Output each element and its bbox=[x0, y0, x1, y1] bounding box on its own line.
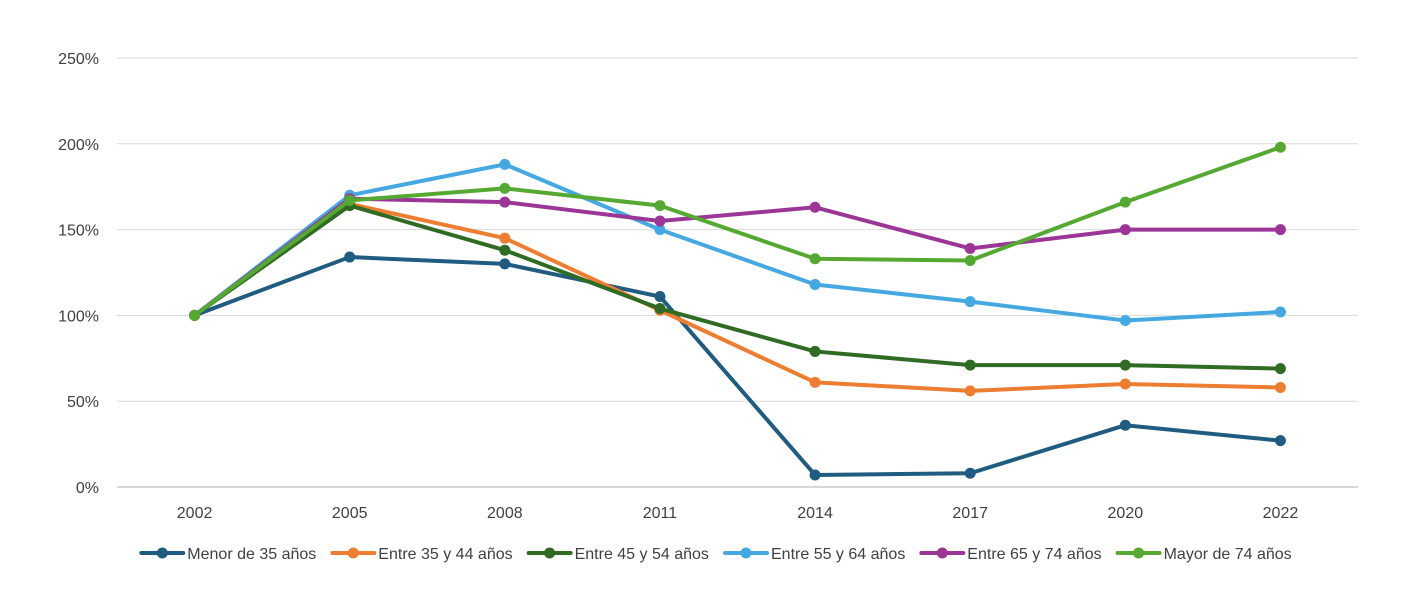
data-point bbox=[344, 194, 356, 206]
data-point bbox=[1119, 359, 1131, 371]
legend-marker bbox=[347, 547, 359, 559]
data-point bbox=[809, 469, 821, 481]
legend-item: Entre 35 y 44 años bbox=[330, 546, 513, 563]
data-point bbox=[964, 296, 976, 308]
data-point bbox=[654, 224, 666, 236]
data-point bbox=[499, 158, 511, 170]
x-tick-label: 2020 bbox=[1108, 505, 1144, 522]
data-point bbox=[809, 345, 821, 357]
data-point bbox=[1119, 224, 1131, 236]
y-tick-label: 50% bbox=[67, 394, 99, 411]
data-point bbox=[1119, 419, 1131, 431]
data-point bbox=[809, 279, 821, 291]
data-point bbox=[499, 182, 511, 194]
data-point bbox=[1119, 378, 1131, 390]
data-point bbox=[499, 244, 511, 256]
x-tick-label: 2011 bbox=[643, 505, 678, 522]
data-point bbox=[1119, 196, 1131, 208]
legend-marker bbox=[544, 547, 556, 559]
data-point bbox=[809, 201, 821, 213]
data-point bbox=[964, 467, 976, 479]
series-lines bbox=[189, 141, 1286, 481]
series-line bbox=[192, 145, 1283, 318]
data-point bbox=[654, 200, 666, 212]
series-line bbox=[192, 255, 1283, 477]
y-tick-label: 100% bbox=[58, 308, 99, 325]
x-axis-tick-labels: 2002 2005 2008 2011 2014 2017 2020 2022 bbox=[177, 505, 1299, 522]
data-point bbox=[654, 291, 666, 303]
legend-marker bbox=[156, 547, 168, 559]
data-point bbox=[1274, 435, 1286, 447]
series-line bbox=[192, 203, 1283, 371]
legend-label: Entre 35 y 44 años bbox=[378, 546, 512, 563]
y-tick-label: 0% bbox=[76, 480, 99, 497]
data-point bbox=[809, 376, 821, 388]
legend-marker bbox=[1133, 547, 1145, 559]
legend-marker bbox=[936, 547, 948, 559]
data-point bbox=[1274, 141, 1286, 153]
data-point bbox=[809, 253, 821, 265]
legend-label: Entre 55 y 64 años bbox=[771, 546, 905, 563]
y-tick-label: 250% bbox=[58, 51, 99, 68]
data-point bbox=[1274, 381, 1286, 393]
legend-marker bbox=[740, 547, 752, 559]
y-tick-label: 150% bbox=[58, 223, 99, 240]
x-tick-label: 2002 bbox=[177, 505, 213, 522]
series-1 bbox=[189, 251, 1286, 481]
data-point bbox=[344, 251, 356, 263]
data-point bbox=[189, 309, 201, 321]
series-line bbox=[192, 201, 1283, 393]
legend: Menor de 35 años Entre 35 y 44 años Entre … bbox=[139, 546, 1292, 563]
data-point bbox=[499, 258, 511, 270]
legend-item: Entre 55 y 64 años bbox=[723, 546, 905, 563]
y-axis-tick-labels: 0% 50% 100% 150% 200% 250% bbox=[58, 51, 99, 497]
series-6 bbox=[189, 141, 1286, 321]
x-tick-label: 2005 bbox=[332, 505, 368, 522]
x-tick-label: 2022 bbox=[1263, 505, 1299, 522]
legend-item: Entre 45 y 54 años bbox=[526, 546, 709, 563]
gridlines bbox=[117, 57, 1358, 402]
legend-label: Menor de 35 años bbox=[187, 546, 316, 563]
x-tick-label: 2008 bbox=[487, 505, 523, 522]
legend-label: Mayor de 74 años bbox=[1164, 546, 1292, 563]
legend-item: Mayor de 74 años bbox=[1115, 546, 1292, 563]
series-line bbox=[192, 162, 1283, 323]
data-point bbox=[1119, 315, 1131, 327]
data-point bbox=[964, 359, 976, 371]
data-point bbox=[1274, 363, 1286, 375]
data-point bbox=[654, 215, 666, 227]
data-point bbox=[499, 232, 511, 244]
legend-label: Entre 65 y 74 años bbox=[967, 546, 1101, 563]
y-tick-label: 200% bbox=[58, 137, 99, 154]
data-point bbox=[654, 303, 666, 315]
data-point bbox=[964, 385, 976, 397]
data-point bbox=[964, 242, 976, 254]
legend-item: Entre 65 y 74 años bbox=[919, 546, 1102, 563]
x-tick-label: 2014 bbox=[797, 505, 833, 522]
data-point bbox=[499, 196, 511, 208]
data-point bbox=[1274, 306, 1286, 318]
data-point bbox=[1274, 224, 1286, 236]
legend-label: Entre 45 y 54 años bbox=[575, 546, 709, 563]
series-4 bbox=[189, 158, 1286, 327]
legend-item: Menor de 35 años bbox=[139, 546, 316, 563]
data-point bbox=[964, 254, 976, 266]
x-tick-label: 2017 bbox=[952, 505, 988, 522]
